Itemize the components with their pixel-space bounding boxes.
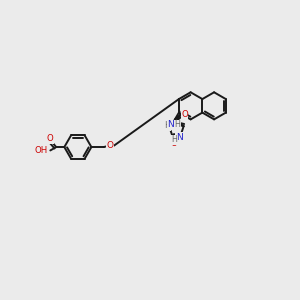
Text: O: O	[107, 141, 114, 150]
Text: H: H	[164, 121, 170, 130]
Text: H: H	[172, 136, 177, 145]
Text: O: O	[171, 139, 177, 148]
Text: H: H	[175, 120, 180, 129]
Text: O: O	[47, 134, 54, 143]
Text: O: O	[181, 110, 188, 119]
Text: N: N	[167, 120, 174, 129]
Text: OH: OH	[34, 146, 47, 155]
Text: N: N	[176, 133, 183, 142]
